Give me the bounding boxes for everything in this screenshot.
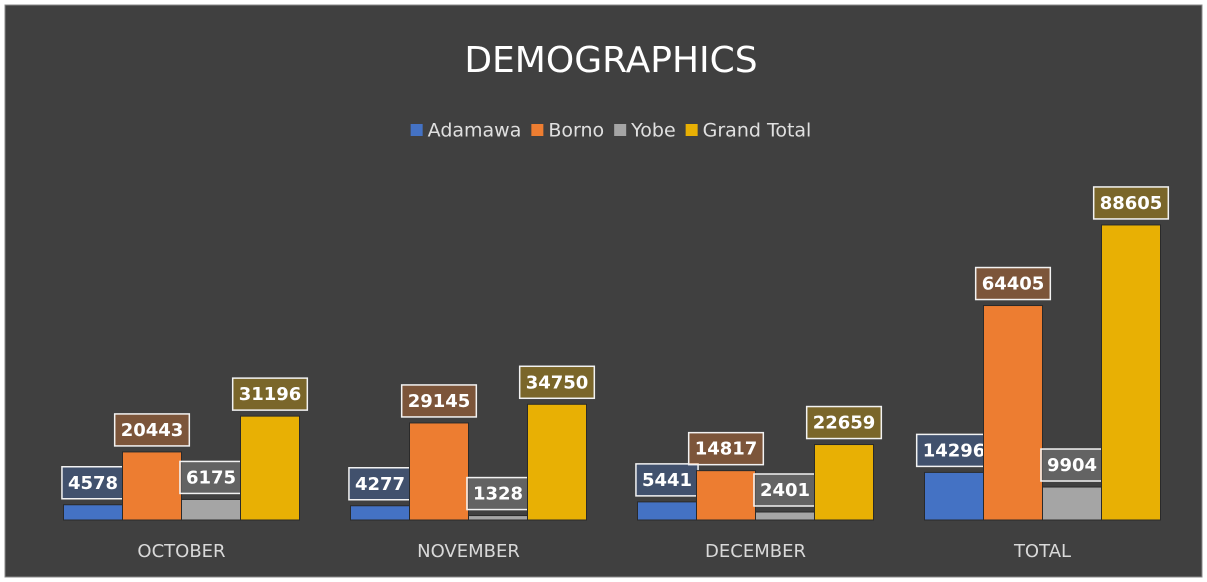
data-label-box — [518, 365, 596, 400]
legend-item: Adamawa — [410, 120, 522, 142]
legend-item: Grand Total — [685, 120, 812, 142]
bar — [696, 470, 756, 521]
data-label-box — [231, 377, 309, 411]
data-label-box — [1040, 448, 1104, 482]
x-tick-label: DECEMBER — [705, 541, 806, 562]
data-label-box — [974, 266, 1052, 301]
legend-label: Adamawa — [428, 120, 522, 142]
bar — [240, 415, 300, 521]
bar — [350, 505, 410, 521]
data-label: 22659 — [813, 413, 876, 434]
data-label-box — [400, 384, 478, 418]
data-label: 4277 — [355, 474, 405, 495]
data-label-box — [179, 460, 243, 495]
legend-swatch — [410, 124, 423, 136]
data-label-box — [753, 473, 817, 507]
legend-swatch — [614, 124, 627, 136]
bar — [409, 422, 469, 521]
bar — [527, 403, 587, 521]
bar — [637, 501, 697, 521]
legend: Adamawa Borno Yobe Grand Total — [410, 120, 812, 142]
data-label: 4578 — [68, 473, 118, 494]
data-label: 14817 — [695, 439, 758, 460]
data-label-box — [687, 431, 765, 466]
bar — [1042, 486, 1102, 521]
data-label: 1328 — [473, 484, 523, 505]
x-tick-label: NOVEMBER — [417, 541, 520, 562]
data-label-box — [61, 466, 125, 500]
data-label-box — [466, 476, 530, 511]
legend-label: Borno — [548, 120, 604, 142]
data-label-box — [1092, 186, 1170, 220]
data-label-box — [348, 467, 412, 501]
data-label-box — [635, 463, 699, 497]
legend-swatch — [531, 124, 544, 136]
bar — [814, 444, 874, 521]
bar — [468, 515, 528, 521]
data-label: 2401 — [760, 480, 810, 501]
chart-title: DEMOGRAPHICS — [464, 40, 757, 81]
bar — [63, 504, 123, 521]
bar — [755, 511, 815, 521]
data-label: 31196 — [239, 384, 302, 405]
bar — [1101, 224, 1161, 521]
legend-label: Yobe — [630, 120, 675, 142]
data-label-box — [805, 405, 883, 440]
data-label: 5441 — [642, 470, 692, 491]
data-label-box — [915, 433, 993, 468]
data-label: 34750 — [526, 372, 589, 393]
data-label: 14296 — [923, 440, 986, 461]
legend-item: Borno — [531, 120, 604, 142]
data-label: 29145 — [408, 391, 471, 412]
data-label: 64405 — [982, 274, 1045, 295]
bar — [122, 451, 182, 521]
data-label: 88605 — [1100, 193, 1163, 214]
bar — [181, 498, 241, 521]
legend-item: Yobe — [614, 120, 676, 142]
bar — [924, 471, 984, 521]
data-label: 20443 — [121, 420, 184, 441]
data-label-box — [113, 413, 191, 447]
bar — [983, 305, 1043, 521]
legend-label: Grand Total — [703, 120, 812, 142]
legend-swatch — [685, 124, 698, 136]
x-tick-label: OCTOBER — [137, 541, 225, 562]
data-label: 9904 — [1047, 455, 1097, 476]
data-label: 6175 — [186, 467, 236, 488]
x-tick-label: TOTAL — [1013, 541, 1071, 562]
